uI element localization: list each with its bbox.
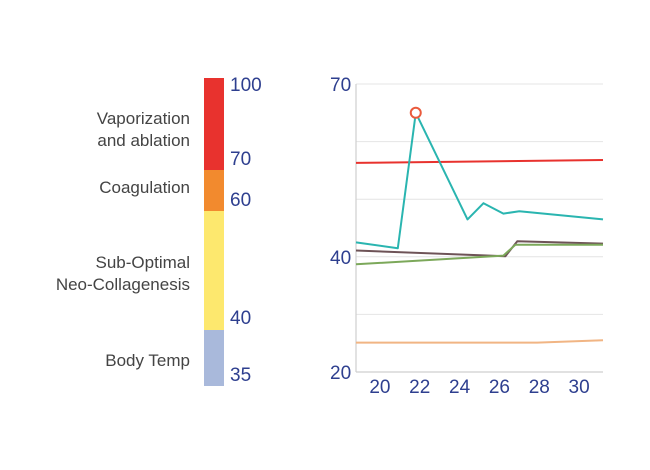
x-tick-label: 22 <box>409 377 430 398</box>
zone-label-line: Vaporization <box>96 109 190 128</box>
series-peak-marker <box>409 106 422 119</box>
zone-label-coagulation: Coagulation <box>0 177 190 199</box>
zone-label-line: Body Temp <box>105 351 190 370</box>
tick-labels: 20 40 70 20 22 24 26 28 30 <box>330 75 590 398</box>
series-line-2 <box>355 240 604 258</box>
scale-segment-neo-collagenesis <box>204 211 224 330</box>
series-line-0 <box>355 159 604 164</box>
x-tick-label: 20 <box>369 377 390 398</box>
scale-segment-vaporization <box>204 78 224 170</box>
series-line-4 <box>356 339 604 344</box>
series-line-3 <box>355 243 603 266</box>
zone-label-line: Sub-Optimal <box>95 253 190 272</box>
y-tick-label: 20 <box>330 363 351 384</box>
series-line-1 <box>355 111 604 250</box>
scale-tick-70: 70 <box>230 149 252 170</box>
zone-label-line: Coagulation <box>99 178 190 197</box>
scale-tick-100: 100 <box>230 75 262 96</box>
scale-tick-35: 35 <box>230 365 252 386</box>
scale-tick-40: 40 <box>230 308 252 329</box>
zone-label-vaporization: Vaporization and ablation <box>0 108 190 152</box>
zone-label-line: Neo-Collagenesis <box>55 275 190 294</box>
y-tick-label: 40 <box>330 248 351 269</box>
scale-tick-60: 60 <box>230 190 252 211</box>
x-tick-label: 30 <box>569 377 590 398</box>
grid <box>356 83 603 315</box>
x-tick-label: 24 <box>449 377 471 398</box>
series <box>355 106 604 344</box>
scale-segment-body-temp <box>204 330 224 386</box>
zone-label-line: and ablation <box>97 131 190 150</box>
scale-segment-coagulation <box>204 170 224 211</box>
x-tick-label: 26 <box>489 377 510 398</box>
axes <box>355 84 603 373</box>
y-tick-label: 70 <box>330 75 351 96</box>
zone-label-body-temp: Body Temp <box>0 350 190 372</box>
x-tick-label: 28 <box>529 377 550 398</box>
zone-label-neo-collagenesis: Sub-Optimal Neo-Collagenesis <box>0 252 190 296</box>
